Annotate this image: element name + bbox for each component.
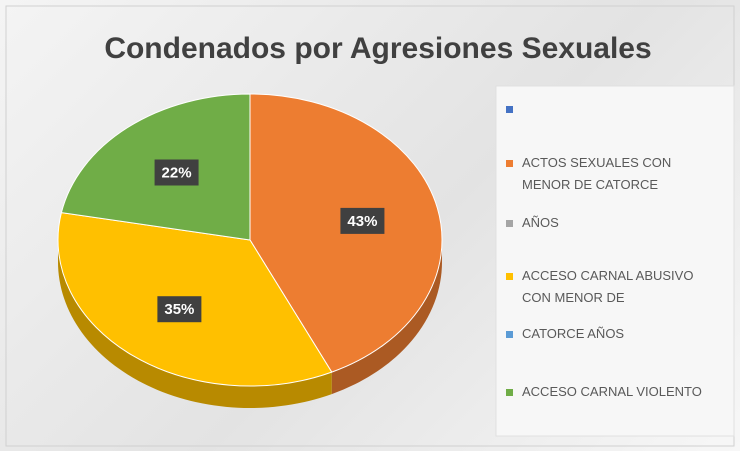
legend-swatch	[506, 273, 513, 280]
legend-item: CATORCE AÑOS	[506, 323, 723, 345]
legend-item: ACTOS SEXUALES CON MENOR DE CATORCE	[506, 152, 723, 196]
data-label: 35%	[164, 301, 194, 318]
legend-swatch	[506, 389, 513, 396]
pie-side	[58, 240, 332, 408]
pie-tops	[57, 93, 443, 387]
legend-item: AÑOS	[506, 212, 723, 234]
legend-label: ACCESO CARNAL VIOLENTO	[522, 384, 702, 399]
legend-swatch	[506, 331, 513, 338]
chart-title: Condenados por Agresiones Sexuales	[104, 32, 651, 65]
pie-sides	[58, 240, 442, 408]
data-label: 22%	[162, 164, 192, 181]
legend-swatch	[506, 160, 513, 167]
legend-item: ACCESO CARNAL ABUSIVO CON MENOR DE	[506, 265, 723, 309]
pie-side	[331, 240, 442, 395]
legend-label: ACCESO CARNAL ABUSIVO CON MENOR DE	[522, 268, 694, 305]
legend-swatch	[506, 220, 513, 227]
data-label-box	[157, 296, 202, 323]
data-label-box	[154, 159, 199, 186]
data-label: 43%	[347, 213, 377, 230]
legend-swatch	[506, 106, 513, 113]
legend-box	[495, 85, 735, 437]
legend-label: ACTOS SEXUALES CON MENOR DE CATORCE	[522, 155, 672, 192]
legend-item: ACCESO CARNAL VIOLENTO	[506, 381, 723, 403]
legend-label: CATORCE AÑOS	[522, 326, 625, 341]
data-label-box	[340, 207, 385, 234]
legend-label: AÑOS	[522, 215, 559, 230]
